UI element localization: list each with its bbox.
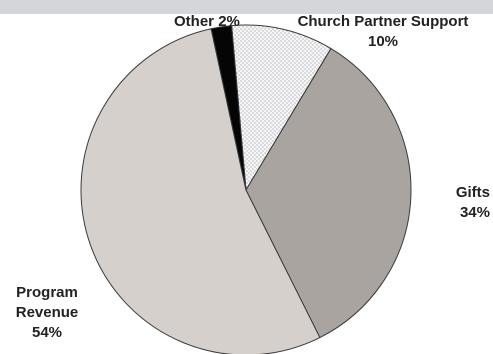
pie-slice-church-partner-support — [231, 24, 332, 191]
pie-slice-program-revenue — [80, 28, 321, 354]
slice-name-program-revenue-line-2: Revenue — [15, 304, 79, 321]
slice-name-program-revenue-line-1: Program — [16, 284, 78, 301]
slice-percent-other: 2% — [218, 13, 240, 30]
slice-percent-church-partner-support: 10% — [367, 33, 399, 50]
slice-percent-gifts: 34% — [459, 204, 490, 221]
slice-label-other: Other 2% — [174, 12, 240, 32]
pie-slice-gifts — [245, 48, 412, 339]
pie-slices — [80, 24, 412, 354]
slice-label-church-partner-support: Church Partner Support 10% — [275, 12, 491, 52]
slice-name-church-partner-support: Church Partner Support — [297, 13, 469, 30]
pie-slice-other — [210, 25, 247, 191]
slice-label-gifts: Gifts 34% — [420, 183, 490, 223]
header-band — [0, 0, 493, 14]
slice-percent-program-revenue: 54% — [31, 324, 63, 341]
slice-label-program-revenue: Program Revenue 54% — [2, 283, 92, 343]
slice-name-other: Other — [174, 13, 215, 30]
slice-name-gifts: Gifts — [455, 184, 490, 201]
